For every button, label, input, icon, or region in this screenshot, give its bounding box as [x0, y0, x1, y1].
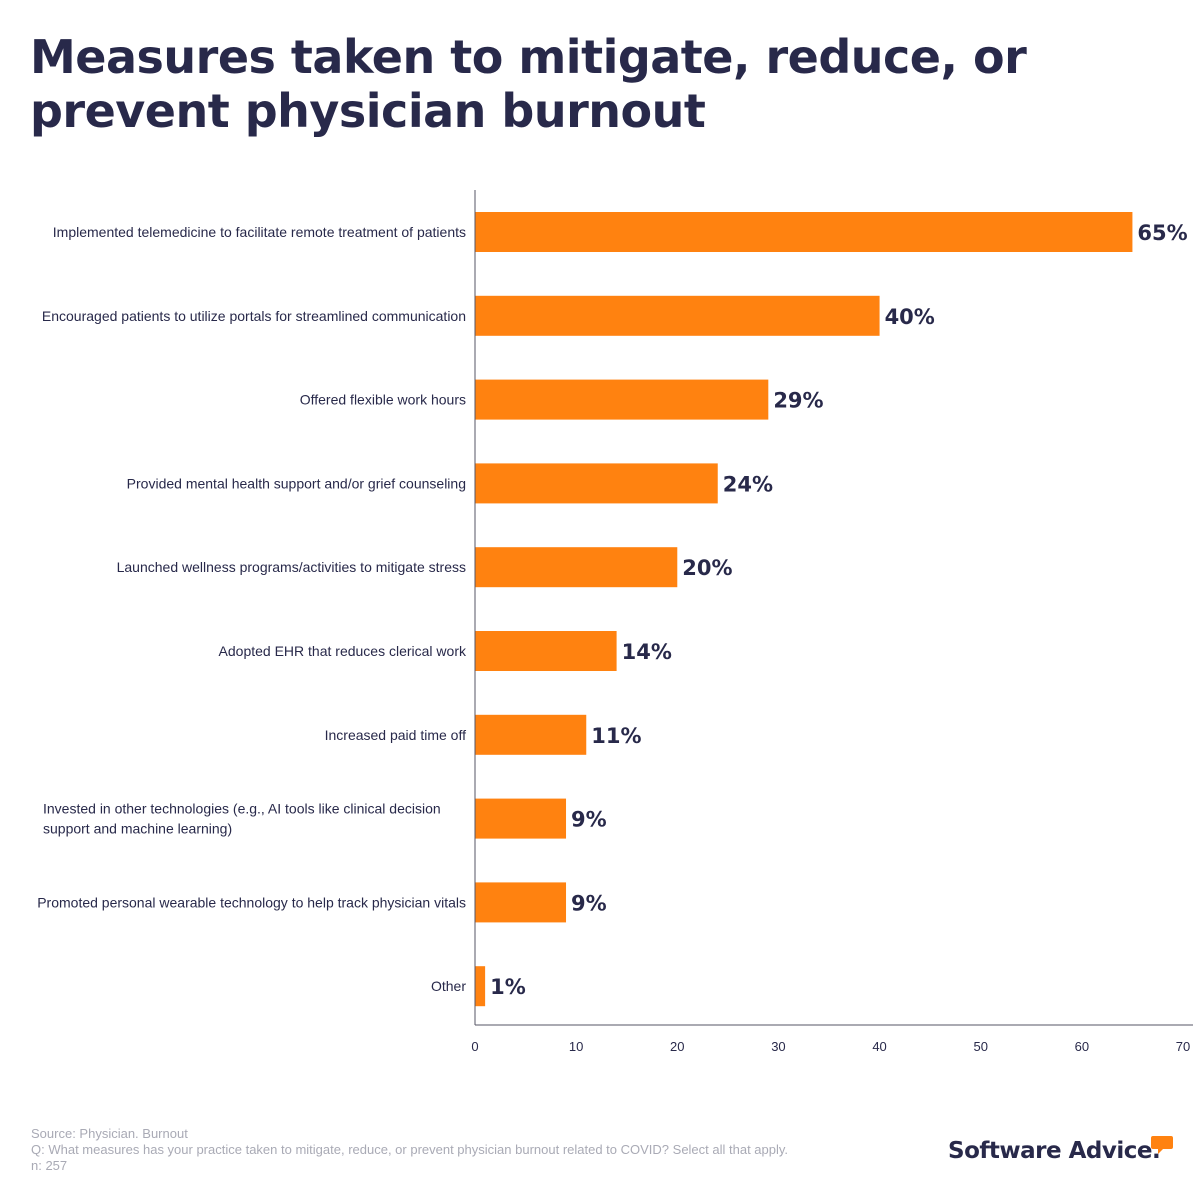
survey-question: Q: What measures has your practice taken… — [31, 1142, 789, 1157]
category-label: Implemented telemedicine to facilitate r… — [53, 224, 466, 240]
value-label: 20% — [682, 556, 732, 580]
category-label: Provided mental health support and/or gr… — [127, 475, 466, 491]
x-tick-label: 40 — [872, 1039, 886, 1054]
x-tick-label: 60 — [1075, 1039, 1089, 1054]
bar — [475, 714, 587, 755]
chart-footer: Source: Physician. Burnout Q: What measu… — [31, 1126, 911, 1174]
bar — [475, 798, 567, 839]
x-tick-label: 70 — [1176, 1039, 1190, 1054]
bar-chart: 65% Implemented telemedicine to facilitat… — [37, 190, 1193, 1054]
bar — [475, 295, 880, 336]
x-tick-label: 50 — [973, 1039, 987, 1054]
value-label: 40% — [885, 305, 935, 329]
bar — [475, 463, 718, 504]
category-label: Promoted personal wearable technology to… — [37, 894, 466, 910]
category-label: Encouraged patients to utilize portals f… — [42, 308, 466, 324]
value-label: 11% — [591, 724, 641, 748]
value-label: 9% — [571, 891, 607, 915]
logo-wordmark: Software Advice. — [948, 1138, 1161, 1164]
value-label: 29% — [773, 389, 823, 413]
value-label: 65% — [1137, 221, 1187, 245]
category-label: Offered flexible work hours — [300, 392, 466, 408]
value-label: 24% — [723, 472, 773, 496]
bar — [475, 379, 769, 420]
sample-size: n: 257 — [31, 1158, 68, 1173]
category-label: Other — [431, 978, 466, 994]
value-label: 14% — [622, 640, 672, 664]
x-tick-label: 0 — [471, 1039, 478, 1054]
bar — [475, 966, 486, 1007]
x-tick-label: 10 — [569, 1039, 583, 1054]
software-advice-logo: Software Advice. — [948, 1136, 1178, 1172]
x-tick-label: 30 — [771, 1039, 785, 1054]
chart-title: Measures taken to mitigate, reduce, or p… — [30, 30, 1027, 138]
value-label: 9% — [571, 808, 607, 832]
source-note: Source: Physician. Burnout — [31, 1126, 188, 1141]
bar — [475, 882, 567, 923]
bar — [475, 547, 678, 588]
category-label: Launched wellness programs/activities to… — [117, 559, 466, 575]
x-tick-label: 20 — [670, 1039, 684, 1054]
category-label: support and machine learning) — [43, 821, 232, 837]
speech-bubble-icon — [1151, 1136, 1173, 1154]
bar — [475, 631, 617, 671]
bar — [475, 212, 1133, 252]
category-label: Increased paid time off — [325, 727, 466, 743]
value-label: 1% — [490, 975, 526, 999]
category-label: Adopted EHR that reduces clerical work — [219, 643, 467, 659]
category-label: Invested in other technologies (e.g., AI… — [43, 801, 441, 817]
